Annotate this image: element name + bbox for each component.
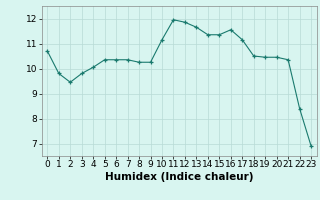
X-axis label: Humidex (Indice chaleur): Humidex (Indice chaleur) xyxy=(105,172,253,182)
